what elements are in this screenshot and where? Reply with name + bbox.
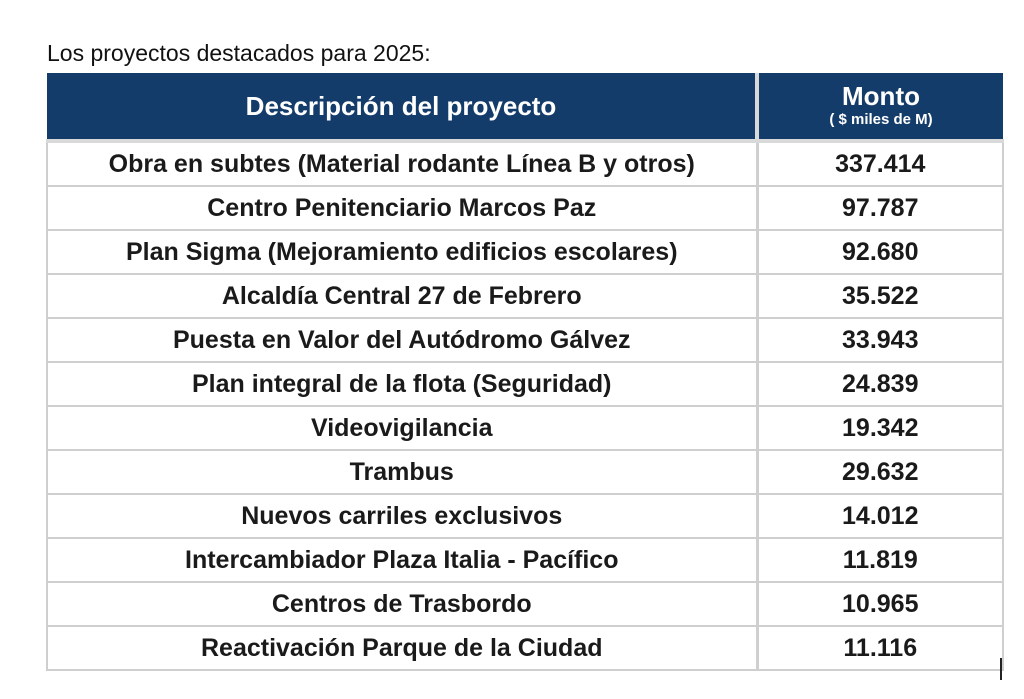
project-amount: 14.012 bbox=[757, 494, 1004, 539]
project-amount: 10.965 bbox=[757, 582, 1004, 627]
amount-unit-label: ( $ miles de M) bbox=[829, 111, 933, 128]
table-row: Alcaldía Central 27 de Febrero 35.522 bbox=[46, 274, 1004, 319]
project-description: Obra en subtes (Material rodante Línea B… bbox=[46, 141, 759, 187]
description-column-header: Descripción del proyecto bbox=[47, 73, 759, 143]
table-body: Obra en subtes (Material rodante Línea B… bbox=[46, 141, 1004, 671]
amount-column-header: Monto ( $ miles de M) bbox=[757, 73, 1003, 143]
table-row: Intercambiador Plaza Italia - Pacífico 11… bbox=[46, 538, 1004, 583]
project-amount: 337.414 bbox=[757, 141, 1004, 187]
project-amount: 35.522 bbox=[757, 274, 1004, 319]
document-caption: Los proyectos destacados para 2025: bbox=[47, 40, 431, 66]
project-description: Videovigilancia bbox=[46, 406, 759, 451]
amount-header-label: Monto bbox=[842, 81, 920, 111]
table-row: Plan Sigma (Mejoramiento edificios escol… bbox=[46, 230, 1004, 275]
table-row: Nuevos carriles exclusivos 14.012 bbox=[46, 494, 1004, 539]
table-row: Plan integral de la flota (Seguridad) 24.… bbox=[46, 362, 1004, 407]
project-description: Trambus bbox=[46, 450, 759, 495]
table-row: Centro Penitenciario Marcos Paz 97.787 bbox=[46, 186, 1004, 231]
project-amount: 24.839 bbox=[757, 362, 1004, 407]
table-row: Puesta en Valor del Autódromo Gálvez 33.9… bbox=[46, 318, 1004, 363]
project-amount: 92.680 bbox=[757, 230, 1004, 275]
project-description: Plan integral de la flota (Seguridad) bbox=[46, 362, 759, 407]
project-amount: 33.943 bbox=[757, 318, 1004, 363]
project-description: Alcaldía Central 27 de Febrero bbox=[46, 274, 759, 319]
project-description: Puesta en Valor del Autódromo Gálvez bbox=[46, 318, 759, 363]
project-description: Intercambiador Plaza Italia - Pacífico bbox=[46, 538, 759, 583]
projects-table: Descripción del proyecto Monto ( $ miles… bbox=[46, 73, 1004, 671]
table-header: Descripción del proyecto Monto ( $ miles… bbox=[47, 73, 1003, 143]
table-row: Centros de Trasbordo 10.965 bbox=[46, 582, 1004, 627]
project-description: Nuevos carriles exclusivos bbox=[46, 494, 759, 539]
table-row: Trambus 29.632 bbox=[46, 450, 1004, 495]
project-description: Centros de Trasbordo bbox=[46, 582, 759, 627]
table-row: Videovigilancia 19.342 bbox=[46, 406, 1004, 451]
project-amount: 11.116 bbox=[757, 626, 1004, 671]
project-description: Plan Sigma (Mejoramiento edificios escol… bbox=[46, 230, 759, 275]
cursor-mark bbox=[1000, 658, 1002, 680]
project-amount: 97.787 bbox=[757, 186, 1004, 231]
table-row: Reactivación Parque de la Ciudad 11.116 bbox=[46, 626, 1004, 671]
project-amount: 11.819 bbox=[757, 538, 1004, 583]
header-row: Descripción del proyecto Monto ( $ miles… bbox=[47, 73, 1003, 143]
project-description: Reactivación Parque de la Ciudad bbox=[46, 626, 759, 671]
project-amount: 29.632 bbox=[757, 450, 1004, 495]
table-row: Obra en subtes (Material rodante Línea B… bbox=[46, 141, 1004, 187]
project-description: Centro Penitenciario Marcos Paz bbox=[46, 186, 759, 231]
project-amount: 19.342 bbox=[757, 406, 1004, 451]
